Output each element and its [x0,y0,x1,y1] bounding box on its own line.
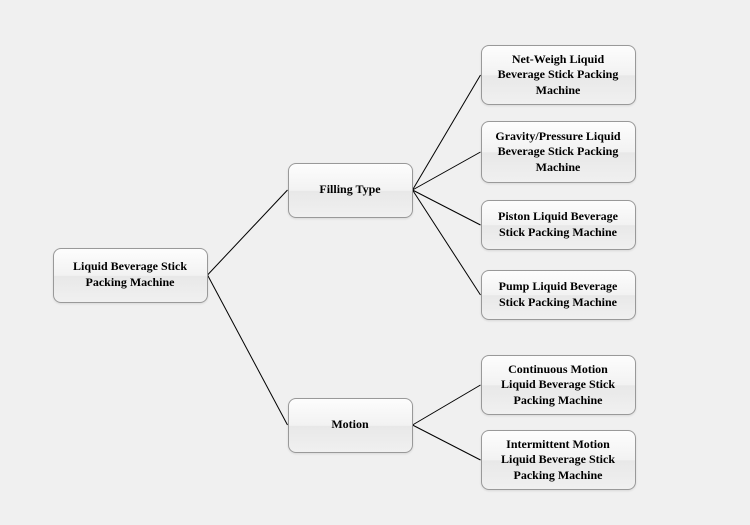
node-motion-label: Motion [331,417,368,433]
node-netweigh-label: Net-Weigh Liquid Beverage Stick Packing … [490,52,627,99]
node-intermittent-label: Intermittent Motion Liquid Beverage Stic… [490,437,627,484]
node-filling-label: Filling Type [319,182,380,198]
node-piston: Piston Liquid Beverage Stick Packing Mac… [481,200,636,250]
node-continuous: Continuous Motion Liquid Beverage Stick … [481,355,636,415]
node-continuous-label: Continuous Motion Liquid Beverage Stick … [490,362,627,409]
node-pump-label: Pump Liquid Beverage Stick Packing Machi… [490,279,627,310]
node-motion: Motion [288,398,413,453]
node-pump: Pump Liquid Beverage Stick Packing Machi… [481,270,636,320]
node-filling: Filling Type [288,163,413,218]
node-piston-label: Piston Liquid Beverage Stick Packing Mac… [490,209,627,240]
node-gravity: Gravity/Pressure Liquid Beverage Stick P… [481,121,636,183]
node-netweigh: Net-Weigh Liquid Beverage Stick Packing … [481,45,636,105]
node-intermittent: Intermittent Motion Liquid Beverage Stic… [481,430,636,490]
node-root: Liquid Beverage Stick Packing Machine [53,248,208,303]
node-gravity-label: Gravity/Pressure Liquid Beverage Stick P… [490,129,627,176]
node-root-label: Liquid Beverage Stick Packing Machine [62,259,199,290]
